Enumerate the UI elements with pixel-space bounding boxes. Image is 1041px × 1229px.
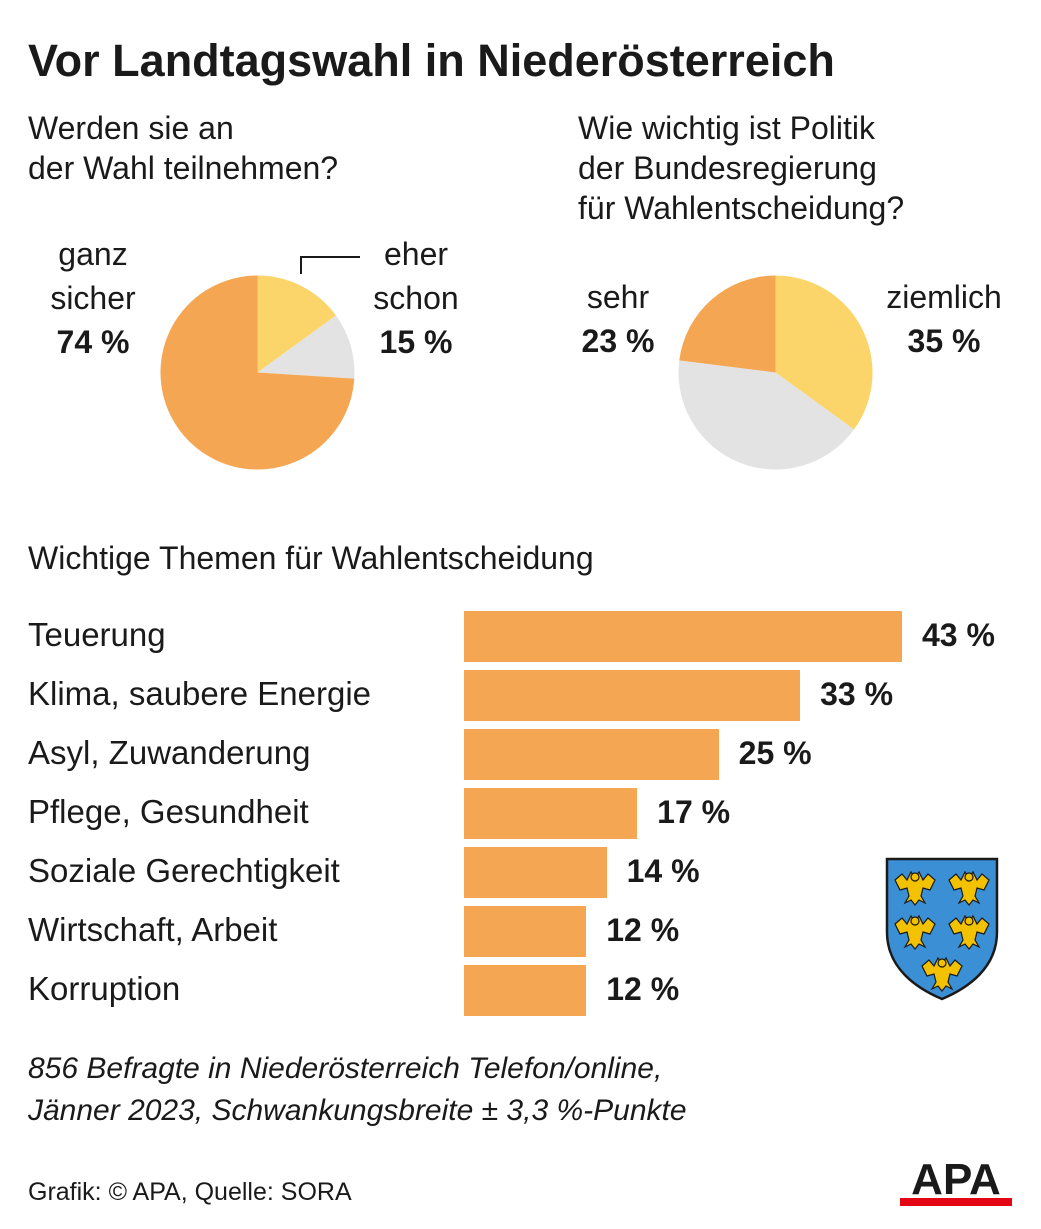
bar-value-label: 12 %: [606, 912, 680, 948]
apa-logo-text: APA: [911, 1156, 1001, 1204]
pie1-label-eher-schon-line-1: eher: [383, 236, 449, 272]
bar-chart-title: Wichtige Themen für Wahlentscheidung: [28, 540, 594, 576]
footnote-line-2: Jänner 2023, Schwankungsbreite ± 3,3 %-P…: [28, 1094, 687, 1127]
bar-label: Pflege, Gesundheit: [28, 793, 309, 830]
apa-logo-icon: APA: [900, 1156, 1012, 1206]
pie1-label-ganz-sicher-line-1: ganz: [58, 236, 128, 272]
bar: [464, 906, 587, 957]
bar-row: Soziale Gerechtigkeit 14 %: [0, 844, 1041, 903]
pie1-leader-line: [300, 256, 360, 274]
bar-value-label: 33 %: [820, 676, 894, 712]
pie2-slice-2: [679, 275, 776, 373]
footnote: 856 Befragte in Niederösterreich Telefon…: [28, 1048, 687, 1132]
source-credit: Grafik: © APA, Quelle: SORA: [28, 1178, 352, 1206]
bar-value-label: 17 %: [657, 794, 731, 830]
pie2-question: Wie wichtig ist Politik der Bundesregier…: [578, 108, 904, 228]
eagle-icon: [894, 870, 936, 906]
bar-value-label: 14 %: [626, 853, 700, 889]
bar-label: Asyl, Zuwanderung: [28, 734, 311, 771]
footnote-line-1: 856 Befragte in Niederösterreich Telefon…: [28, 1052, 663, 1085]
bar-label: Teuerung: [28, 616, 166, 653]
bar-row: Klima, saubere Energie 33 %: [0, 667, 1041, 726]
bar-value-label: 12 %: [606, 971, 680, 1007]
pie1-slice-1: [257, 315, 355, 379]
pie1-label-ganz-sicher: ganz sicher 74 %: [38, 232, 148, 364]
bar: [464, 847, 607, 898]
pie1-value-eher-schon: 15 %: [379, 324, 453, 360]
pie1-slice-2: [160, 275, 355, 470]
bar-row: Pflege, Gesundheit 17 %: [0, 785, 1041, 844]
bar-label: Klima, saubere Energie: [28, 675, 372, 712]
pie1-chart: [160, 275, 355, 470]
pie2-label-sehr: sehr 23 %: [566, 275, 670, 363]
pie2-question-line-2: der Bundesregierung: [578, 150, 877, 186]
bar-label: Wirtschaft, Arbeit: [28, 911, 278, 948]
bar: [464, 965, 587, 1016]
pie2-value-ziemlich: 35 %: [907, 323, 981, 359]
pie2-question-line-1: Wie wichtig ist Politik: [578, 110, 875, 146]
apa-logo-bar: [900, 1198, 1012, 1206]
bar-row: Korruption 12 %: [0, 962, 1041, 1021]
pie2-label-sehr-line-1: sehr: [586, 279, 650, 315]
pie2-chart: [678, 275, 873, 470]
bar-row: Teuerung 43 %: [0, 608, 1041, 667]
bar-label: Korruption: [28, 970, 181, 1007]
bar-row: Asyl, Zuwanderung 25 %: [0, 726, 1041, 785]
pie1-slice-0: [257, 275, 336, 373]
eagle-icon: [921, 956, 963, 992]
pie2-label-ziemlich: ziemlich 35 %: [870, 275, 1018, 363]
pie2-question-line-3: für Wahlentscheidung?: [578, 190, 905, 226]
bar-value-label: 25 %: [738, 735, 812, 771]
bar: [464, 670, 801, 721]
pie1-question-line-1: Werden sie an: [28, 110, 234, 146]
bar-row: Wirtschaft, Arbeit 12 %: [0, 903, 1041, 962]
pie1-question: Werden sie an der Wahl teilnehmen?: [28, 108, 338, 188]
bar-value-label: 43 %: [922, 617, 995, 653]
eagle-icon: [894, 914, 936, 950]
eagle-icon: [948, 914, 990, 950]
pie1-question-line-2: der Wahl teilnehmen?: [28, 150, 339, 186]
pie2-value-sehr: 23 %: [581, 323, 655, 359]
bar-label: Soziale Gerechtigkeit: [28, 852, 340, 889]
page-title: Vor Landtagswahl in Niederösterreich: [28, 35, 835, 86]
pie2-slice-1: [678, 360, 854, 470]
pie1-label-eher-schon: eher schon 15 %: [360, 232, 472, 364]
pie2-label-ziemlich-line-1: ziemlich: [886, 279, 1002, 315]
bar: [464, 788, 638, 839]
bar: [464, 729, 719, 780]
coat-of-arms-icon: [885, 857, 999, 1001]
eagle-icon: [948, 870, 990, 906]
pie1-label-eher-schon-line-2: schon: [373, 280, 459, 316]
bar: [464, 611, 902, 662]
pie1-value-ganz-sicher: 74 %: [56, 324, 130, 360]
pie2-slice-0: [775, 275, 873, 430]
pie1-label-ganz-sicher-line-2: sicher: [50, 280, 136, 316]
